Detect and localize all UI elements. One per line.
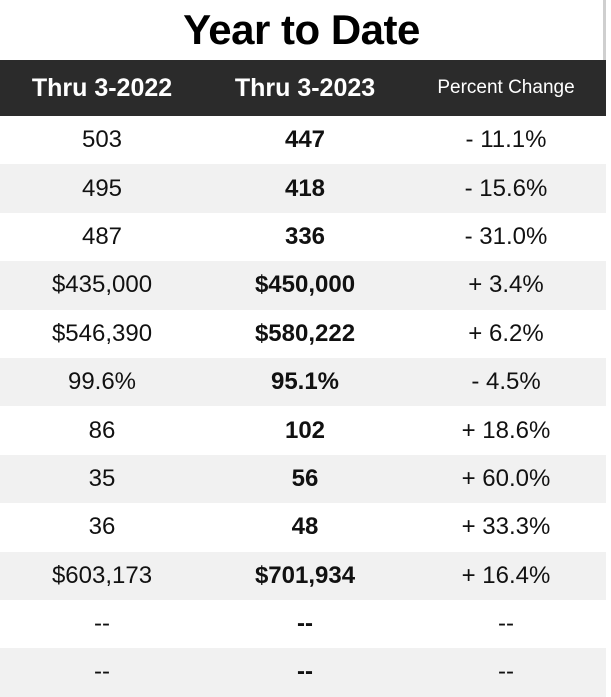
header-percent-change: Percent Change [437, 77, 575, 98]
cell-thru-2023: 336 [284, 222, 326, 250]
cell-percent-change: - 4.5% [471, 368, 541, 396]
cell-thru-2023: 447 [284, 126, 326, 154]
cell-percent-change: - 15.6% [464, 174, 548, 202]
table-row: $546,390 $580,222 + 6.2% [0, 309, 606, 358]
cell-thru-2023: 102 [284, 416, 326, 444]
cell-percent-change: + 18.6% [461, 416, 551, 444]
cell-thru-2022: 86 [88, 416, 116, 444]
cell-thru-2022: 487 [81, 222, 123, 250]
cell-thru-2023: 56 [291, 464, 319, 492]
table-row: 487 336 - 31.0% [0, 212, 606, 262]
table-header-row: Thru 3-2022 Thru 3-2023 Percent Change [0, 60, 606, 116]
cell-thru-2022: 35 [88, 464, 116, 492]
table-row: 36 48 + 33.3% [0, 503, 606, 552]
cell-thru-2023: 418 [284, 174, 326, 202]
table-row: 35 56 + 60.0% [0, 454, 606, 504]
table-row: $435,000 $450,000 + 3.4% [0, 261, 606, 310]
cell-thru-2023: $450,000 [254, 271, 356, 299]
cell-thru-2023: -- [297, 610, 313, 638]
cell-percent-change: + 60.0% [461, 464, 551, 492]
table-body: 503 447 - 11.1% 495 418 - 15.6% 487 336 - 31.0% $… [0, 116, 606, 697]
table-row: $603,173 $701,934 + 16.4% [0, 551, 606, 600]
table-row: 99.6% 95.1% - 4.5% [0, 357, 606, 407]
table-row: -- -- -- [0, 599, 606, 649]
cell-thru-2022: -- [94, 658, 110, 686]
cell-percent-change: + 33.3% [461, 513, 551, 541]
cell-thru-2022: 36 [88, 513, 116, 541]
cell-thru-2023: $701,934 [254, 561, 356, 589]
table-row: 503 447 - 11.1% [0, 116, 606, 165]
cell-percent-change: + 16.4% [461, 561, 551, 589]
cell-percent-change: - 11.1% [465, 126, 547, 154]
ytd-table: Thru 3-2022 Thru 3-2023 Percent Change 5… [0, 60, 606, 697]
cell-thru-2023: 95.1% [270, 368, 340, 396]
cell-thru-2022: -- [94, 610, 110, 638]
cell-thru-2022: 503 [81, 126, 123, 154]
cell-thru-2023: -- [297, 658, 313, 686]
table-row: 495 418 - 15.6% [0, 164, 606, 213]
cell-percent-change: - 31.0% [464, 222, 548, 250]
cell-thru-2022: 99.6% [67, 368, 137, 396]
header-thru-2023: Thru 3-2023 [234, 73, 376, 102]
cell-thru-2023: 48 [291, 513, 319, 541]
cell-percent-change: -- [498, 610, 514, 638]
cell-thru-2023: $580,222 [254, 319, 356, 347]
cell-thru-2022: $546,390 [51, 319, 153, 347]
cell-percent-change: + 6.2% [468, 319, 544, 347]
table-row: 86 102 + 18.6% [0, 406, 606, 455]
cell-thru-2022: $603,173 [51, 561, 153, 589]
header-thru-2022: Thru 3-2022 [31, 73, 173, 102]
cell-percent-change: + 3.4% [468, 271, 544, 299]
cell-thru-2022: 495 [81, 174, 123, 202]
page-title: Year to Date [183, 6, 420, 53]
table-row: -- -- -- [0, 648, 606, 697]
cell-percent-change: -- [498, 658, 514, 686]
cell-thru-2022: $435,000 [51, 271, 153, 299]
